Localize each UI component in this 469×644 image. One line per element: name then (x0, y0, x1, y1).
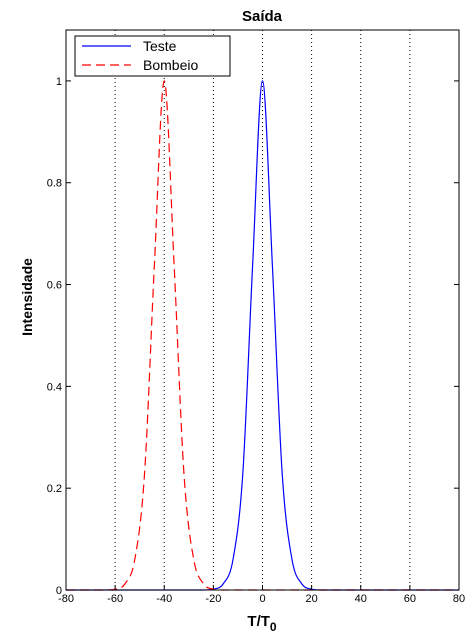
legend-label-teste: Teste (143, 38, 177, 54)
y-axis: 0 0.2 0.4 0.6 0.8 1 (47, 76, 459, 597)
x-axis-label-subscript: 0 (270, 620, 277, 634)
x-axis-label: T/T0 (247, 613, 277, 634)
x-tick-label: 20 (306, 593, 318, 605)
x-axis: -80 -60 -40 -20 0 20 40 60 80 (58, 585, 465, 605)
x-tick-label: -20 (205, 593, 221, 605)
y-tick-label: 0.4 (47, 381, 62, 393)
y-tick-label: 0.6 (47, 280, 62, 292)
x-tick-label: 60 (404, 593, 416, 605)
legend-box (74, 35, 231, 77)
y-tick-label: 1 (56, 76, 62, 88)
y-tick-label: 0.2 (47, 483, 62, 495)
x-tick-label: -40 (156, 593, 172, 605)
x-tick-label: 0 (259, 593, 265, 605)
y-axis-label: Intensidade (19, 258, 35, 336)
chart-title: Saída (242, 8, 283, 25)
x-tick-label: -60 (107, 593, 123, 605)
x-tick-label: -80 (58, 593, 74, 605)
x-tick-label: 40 (355, 593, 367, 605)
y-tick-label: 0 (56, 585, 62, 597)
y-tick-label: 0.8 (47, 178, 62, 190)
legend-label-bombeio: Bombeio (143, 57, 198, 73)
x-axis-label-main: T/T (247, 613, 270, 630)
grid-lines (114, 30, 411, 590)
legend: Teste Bombeio (74, 35, 231, 77)
x-tick-label: 80 (453, 593, 465, 605)
